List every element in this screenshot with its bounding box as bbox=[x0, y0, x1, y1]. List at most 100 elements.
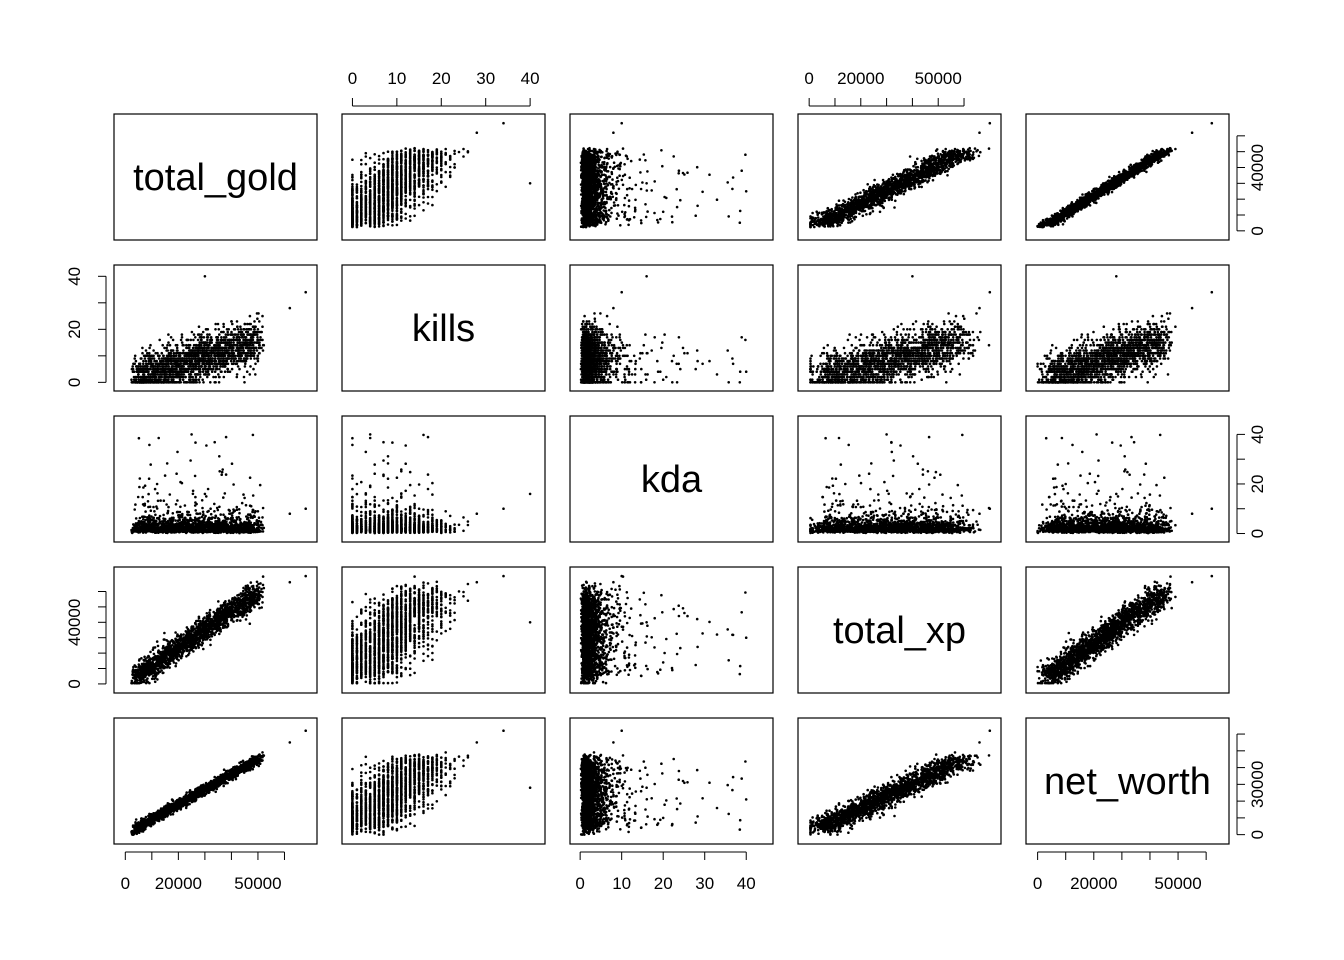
data-point bbox=[422, 174, 425, 177]
data-point bbox=[431, 185, 434, 188]
data-point bbox=[626, 188, 629, 191]
data-point bbox=[427, 151, 430, 154]
data-point bbox=[581, 173, 584, 176]
data-point bbox=[657, 221, 660, 224]
data-point bbox=[591, 176, 594, 179]
data-point bbox=[611, 178, 614, 181]
data-point bbox=[467, 151, 470, 154]
data-point bbox=[436, 166, 439, 169]
data-point bbox=[580, 193, 583, 196]
data-point bbox=[391, 157, 394, 160]
data-point bbox=[409, 175, 412, 178]
data-point bbox=[605, 210, 608, 213]
data-point bbox=[607, 154, 610, 157]
data-point bbox=[603, 182, 606, 185]
data-point bbox=[400, 176, 403, 179]
data-point bbox=[365, 218, 368, 221]
data-point bbox=[603, 167, 606, 170]
data-point bbox=[600, 201, 603, 204]
data-point bbox=[422, 154, 425, 157]
data-point bbox=[382, 187, 385, 190]
data-point bbox=[739, 221, 742, 224]
data-point bbox=[369, 206, 372, 209]
data-point bbox=[583, 190, 586, 193]
data-point bbox=[427, 188, 430, 191]
data-point bbox=[418, 161, 421, 164]
data-point bbox=[946, 174, 949, 177]
panel-total_gold-vs-kda bbox=[570, 114, 773, 240]
data-point bbox=[835, 203, 838, 206]
data-point bbox=[602, 191, 605, 194]
data-point bbox=[396, 186, 399, 189]
data-point bbox=[413, 204, 416, 207]
data-point bbox=[582, 205, 585, 208]
data-point bbox=[676, 206, 679, 209]
data-point bbox=[427, 160, 430, 163]
data-point bbox=[952, 154, 955, 157]
points-total_gold-vs-total_xp bbox=[809, 122, 991, 229]
data-point bbox=[653, 212, 656, 215]
data-point bbox=[365, 187, 368, 190]
data-point bbox=[391, 172, 394, 175]
data-point bbox=[422, 184, 425, 187]
data-point bbox=[422, 170, 425, 173]
data-point bbox=[409, 150, 412, 153]
data-point bbox=[440, 150, 443, 153]
data-point bbox=[400, 208, 403, 211]
data-point bbox=[440, 156, 443, 159]
data-point bbox=[613, 201, 616, 204]
data-point bbox=[640, 219, 643, 222]
data-point bbox=[369, 176, 372, 179]
data-point bbox=[356, 224, 359, 227]
data-point bbox=[608, 209, 611, 212]
data-point bbox=[396, 168, 399, 171]
data-point bbox=[732, 176, 735, 179]
data-point bbox=[378, 213, 381, 216]
data-point bbox=[351, 203, 354, 206]
data-point bbox=[382, 221, 385, 224]
data-point bbox=[588, 186, 591, 189]
data-point bbox=[591, 186, 594, 189]
data-point bbox=[387, 176, 390, 179]
data-point bbox=[581, 197, 584, 200]
data-point bbox=[400, 219, 403, 222]
data-point bbox=[597, 155, 600, 158]
data-point bbox=[400, 201, 403, 204]
data-point bbox=[619, 154, 622, 157]
data-point bbox=[369, 167, 372, 170]
data-point bbox=[603, 163, 606, 166]
data-point bbox=[356, 186, 359, 189]
data-point bbox=[605, 191, 608, 194]
data-point bbox=[587, 175, 590, 178]
data-point bbox=[621, 211, 624, 214]
data-point bbox=[404, 190, 407, 193]
data-point bbox=[351, 158, 354, 161]
data-point bbox=[396, 155, 399, 158]
data-point bbox=[422, 193, 425, 196]
data-point bbox=[360, 205, 363, 208]
data-point bbox=[610, 207, 613, 210]
data-point bbox=[373, 178, 376, 181]
data-point bbox=[646, 170, 649, 173]
data-point bbox=[413, 161, 416, 164]
data-point bbox=[404, 201, 407, 204]
data-point bbox=[653, 180, 656, 183]
data-point bbox=[646, 210, 649, 213]
data-point bbox=[854, 216, 857, 219]
data-point bbox=[360, 190, 363, 193]
data-point bbox=[418, 183, 421, 186]
data-point bbox=[365, 203, 368, 206]
data-point bbox=[588, 147, 591, 150]
data-point bbox=[391, 186, 394, 189]
data-point bbox=[391, 195, 394, 198]
data-point bbox=[391, 155, 394, 158]
data-point bbox=[971, 154, 974, 157]
data-point bbox=[593, 210, 596, 213]
data-point bbox=[369, 212, 372, 215]
data-point bbox=[605, 213, 608, 216]
data-point bbox=[603, 206, 606, 209]
data-point bbox=[396, 165, 399, 168]
data-point bbox=[835, 209, 838, 212]
data-point bbox=[396, 210, 399, 213]
data-point bbox=[582, 224, 585, 227]
